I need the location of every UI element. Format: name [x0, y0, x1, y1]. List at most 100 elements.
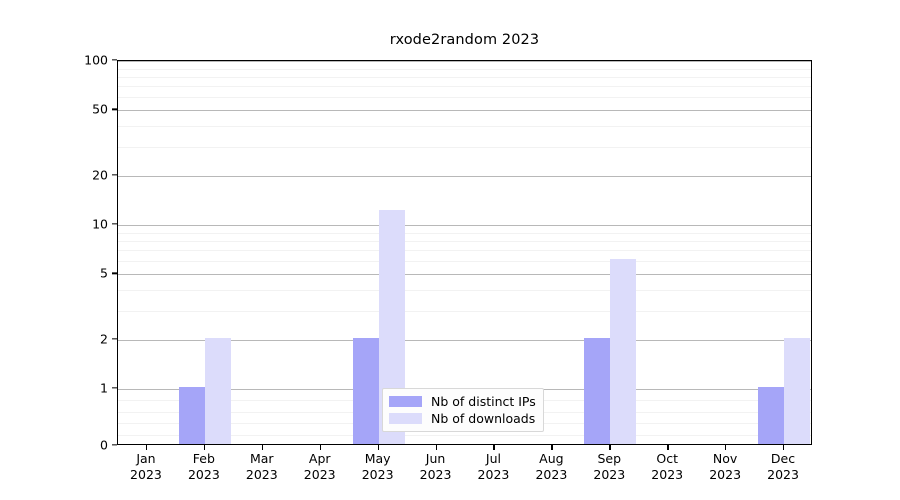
gridline-major — [118, 175, 811, 177]
gridline-major — [118, 274, 811, 276]
gridline-major — [118, 225, 811, 226]
legend-swatch — [389, 396, 422, 407]
gridline-minor — [118, 310, 811, 312]
x-axis-tick-label: May 2023 — [362, 451, 394, 483]
x-axis-tick-year: 2023 — [419, 467, 452, 482]
x-axis-labels: Jan 2023 Feb 2023 Mar 2023 Apr 2023 May 2023 Jun 20… — [117, 451, 812, 491]
y-axis-tick-label: 0 — [100, 437, 108, 453]
x-axis-tick-month: Jun — [425, 451, 446, 466]
x-axis-tick-year: 2023 — [130, 467, 162, 482]
y-axis-tick-mark — [112, 444, 117, 446]
x-axis-tick-label: Oct 2023 — [651, 451, 683, 483]
gridline-minor — [118, 86, 811, 88]
x-axis-tick-year: 2023 — [303, 467, 336, 482]
gridline-major — [118, 110, 811, 112]
x-axis-tick-year: 2023 — [187, 467, 220, 482]
y-axis-tick-label: 1 — [100, 380, 108, 396]
x-axis-tick-label: Jun 2023 — [420, 451, 452, 483]
gridline-minor — [118, 261, 811, 263]
x-axis-tick-month: Nov — [712, 451, 738, 466]
x-axis-tick-month: Jan — [136, 451, 156, 466]
gridline-minor — [118, 97, 811, 99]
x-axis-tick-month: Aug — [539, 451, 564, 466]
x-axis-tick-label: Nov 2023 — [709, 451, 741, 483]
gridline-minor — [118, 232, 811, 234]
chart-title: rxode2random 2023 — [389, 32, 540, 48]
x-axis-tick-mark — [319, 445, 321, 450]
bar — [758, 387, 785, 444]
gridline-minor — [118, 68, 811, 70]
x-axis-tick-label: Sep 2023 — [593, 451, 625, 483]
x-axis-tick-year: 2023 — [593, 467, 626, 482]
y-axis-ticks — [112, 59, 117, 446]
x-axis-tick-mark — [261, 445, 264, 450]
y-axis-labels: 100 50 20 10 5 2 1 0 — [60, 53, 108, 453]
gridline-minor — [118, 434, 811, 436]
y-axis-tick-label: 10 — [92, 216, 108, 232]
x-axis-tick-mark — [493, 445, 495, 450]
x-axis-tick-mark — [145, 445, 148, 450]
x-axis-tick-year: 2023 — [245, 467, 278, 482]
x-axis-tick-mark — [551, 445, 553, 450]
legend-label: Nb of downloads — [431, 411, 536, 426]
y-axis-tick-mark — [112, 108, 117, 111]
x-axis-tick-year: 2023 — [767, 467, 799, 482]
y-axis-tick-label: 50 — [92, 101, 108, 117]
y-axis-tick-label: 5 — [100, 265, 108, 281]
x-axis-tick-mark — [725, 445, 727, 450]
x-axis-tick-month: Apr — [308, 451, 331, 466]
x-axis-tick-month: Jul — [485, 451, 501, 466]
plot-area — [117, 60, 812, 445]
x-axis-tick-year: 2023 — [361, 467, 394, 482]
gridline-minor — [118, 76, 811, 78]
gridline-major — [118, 61, 811, 62]
x-axis-tick-label: Jul 2023 — [478, 451, 510, 483]
x-axis-tick-mark — [435, 445, 437, 450]
gridline-minor — [118, 240, 811, 242]
bar — [584, 337, 611, 444]
bar — [352, 337, 379, 444]
x-axis-tick-month: May — [364, 451, 391, 466]
chart-legend: Nb of distinct IPs Nb of downloads — [382, 388, 544, 432]
gridline-minor — [118, 250, 811, 252]
bar — [204, 337, 231, 444]
y-axis-tick-mark — [112, 337, 117, 340]
x-axis-tick-mark — [609, 445, 611, 450]
y-axis-tick-mark — [112, 387, 117, 389]
bar — [178, 387, 205, 444]
bar — [610, 259, 637, 444]
gridline-minor — [118, 290, 811, 292]
legend-item[interactable]: Nb of downloads — [389, 410, 536, 427]
legend-swatch — [389, 413, 422, 424]
x-axis-tick-year: 2023 — [651, 467, 684, 482]
y-axis-tick-label: 20 — [92, 167, 108, 183]
x-axis-tick-month: Feb — [192, 451, 215, 466]
bar — [784, 337, 811, 444]
x-axis-tick-year: 2023 — [535, 467, 568, 482]
x-axis-tick-label: Apr 2023 — [304, 451, 336, 483]
y-axis-tick-mark — [112, 272, 117, 275]
gridline-minor — [118, 126, 811, 128]
x-axis-tick-label: Feb 2023 — [188, 451, 220, 483]
x-axis-ticks — [117, 445, 812, 451]
y-axis-tick-mark — [112, 223, 117, 225]
y-axis-tick-label: 2 — [100, 331, 108, 347]
x-axis-tick-mark — [203, 445, 206, 450]
gridline-major — [118, 339, 811, 341]
y-axis-tick-mark — [112, 173, 117, 176]
x-axis-tick-mark — [377, 445, 379, 450]
legend-item[interactable]: Nb of distinct IPs — [389, 393, 536, 410]
x-axis-tick-label: Dec 2023 — [767, 451, 799, 483]
x-axis-tick-label: Jan 2023 — [130, 451, 162, 483]
x-axis-tick-year: 2023 — [477, 467, 510, 482]
y-axis-tick-label: 100 — [84, 52, 108, 68]
x-axis-tick-label: Mar 2023 — [246, 451, 278, 483]
gridline-minor — [118, 146, 811, 148]
x-axis-tick-month: Sep — [597, 451, 622, 466]
x-axis-tick-mark — [783, 445, 785, 450]
legend-label: Nb of distinct IPs — [431, 394, 536, 409]
x-axis-tick-mark — [667, 445, 669, 450]
x-axis-tick-month: Oct — [656, 451, 679, 466]
y-axis-tick-mark — [112, 59, 117, 61]
